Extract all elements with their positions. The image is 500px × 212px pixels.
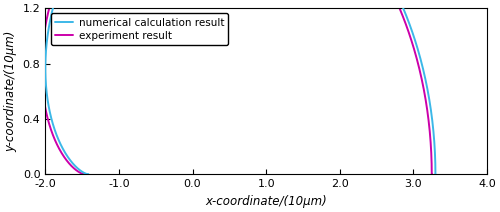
numerical calculation result	[432, 173, 438, 176]
Legend: numerical calculation result, experiment result: numerical calculation result, experiment…	[50, 13, 228, 45]
numerical calculation result	[80, 171, 86, 174]
experiment result	[77, 171, 83, 174]
experiment result	[429, 173, 435, 176]
Y-axis label: y-coordinate/(10μm): y-coordinate/(10μm)	[4, 31, 17, 152]
Line: experiment result: experiment result	[42, 0, 432, 212]
numerical calculation result	[406, 23, 412, 25]
experiment result	[82, 173, 87, 176]
experiment result	[429, 173, 435, 176]
numerical calculation result	[432, 173, 438, 176]
X-axis label: x-coordinate/(10μm): x-coordinate/(10μm)	[206, 195, 327, 208]
numerical calculation result	[85, 173, 91, 176]
Line: numerical calculation result: numerical calculation result	[46, 0, 436, 212]
experiment result	[402, 23, 408, 25]
